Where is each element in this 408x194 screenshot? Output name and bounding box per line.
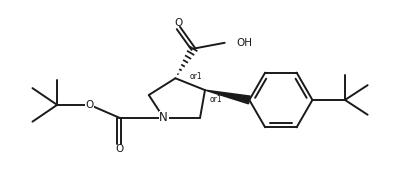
Text: N: N: [159, 111, 168, 124]
Polygon shape: [205, 90, 250, 104]
Text: OH: OH: [237, 38, 253, 48]
Text: O: O: [174, 18, 182, 28]
Text: O: O: [86, 100, 94, 110]
Text: or1: or1: [189, 72, 202, 81]
Text: O: O: [115, 144, 123, 154]
Text: or1: or1: [210, 95, 222, 104]
